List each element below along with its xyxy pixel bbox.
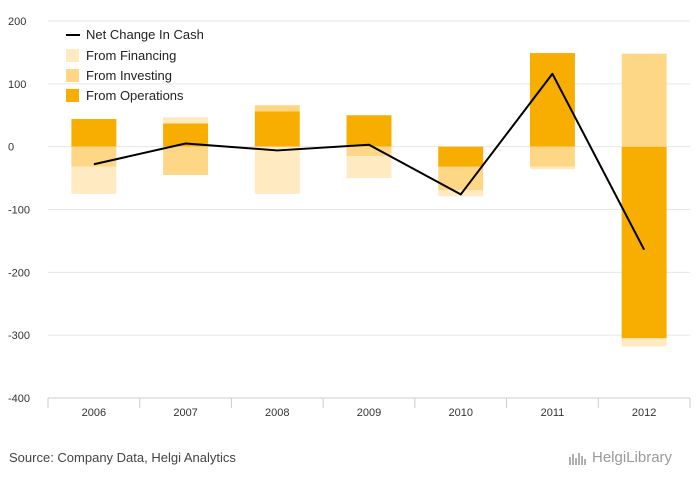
operations-bar <box>529 53 575 147</box>
cash-flow-chart: -400 -300 -200 -100 0 100 200 2006 2007 2008 2009 2… <box>8 16 691 419</box>
x-tick-label: 2006 <box>82 407 106 419</box>
operations-bar <box>71 119 117 147</box>
y-tick-label: 200 <box>8 16 26 28</box>
legend-investing-swatch <box>66 69 79 82</box>
legend-investing-label: From Investing <box>86 68 172 83</box>
source-note: Source: Company Data, Helgi Analytics <box>9 450 236 465</box>
investing-bar <box>621 53 667 147</box>
legend-financing-swatch <box>66 49 79 62</box>
operations-bar <box>438 146 484 167</box>
net-change-line <box>93 72 646 251</box>
legend-operations-label: From Operations <box>86 88 184 103</box>
axes: -400 -300 -200 -100 0 100 200 2006 2007 2008 2009 2… <box>8 16 691 419</box>
y-tick-label: -200 <box>8 267 30 279</box>
net-change-line-group <box>93 72 646 251</box>
x-tick-label: 2009 <box>357 407 381 419</box>
financing-bar <box>163 117 209 124</box>
x-tick-label: 2010 <box>448 407 472 419</box>
operations-bar <box>163 123 209 147</box>
investing-bar <box>163 146 209 175</box>
y-tick-label: -100 <box>8 205 30 217</box>
financing-bar <box>621 338 667 347</box>
y-tick-label: -400 <box>8 393 30 405</box>
y-tick-label: -300 <box>8 330 30 342</box>
financing-bar <box>529 166 575 170</box>
investing-bar <box>346 146 392 157</box>
operations-bar <box>346 115 392 147</box>
x-tick-label: 2008 <box>265 407 289 419</box>
x-tick-label: 2011 <box>541 407 565 419</box>
financing-bar <box>254 146 300 194</box>
operations-bar <box>621 146 667 339</box>
x-tick-label: 2012 <box>632 407 656 419</box>
brand-logo[interactable]: HelgiLibrary <box>568 449 672 466</box>
y-tick-label: 100 <box>8 79 26 91</box>
investing-bar <box>254 105 300 112</box>
y-tick-label: 0 <box>8 142 14 154</box>
operations-bar <box>254 111 300 147</box>
helgi-logo-icon <box>569 452 586 465</box>
legend-operations-swatch <box>66 89 79 102</box>
bars <box>71 53 667 347</box>
financing-bar <box>71 166 117 194</box>
brand-name: HelgiLibrary <box>592 449 673 466</box>
legend-net-label: Net Change In Cash <box>86 27 204 42</box>
legend-financing-label: From Financing <box>86 48 176 63</box>
investing-bar <box>438 166 484 191</box>
investing-bar <box>529 146 575 167</box>
x-tick-label: 2007 <box>173 407 197 419</box>
legend[interactable]: Net Change In Cash From Financing From I… <box>66 27 204 103</box>
financing-bar <box>346 156 392 179</box>
